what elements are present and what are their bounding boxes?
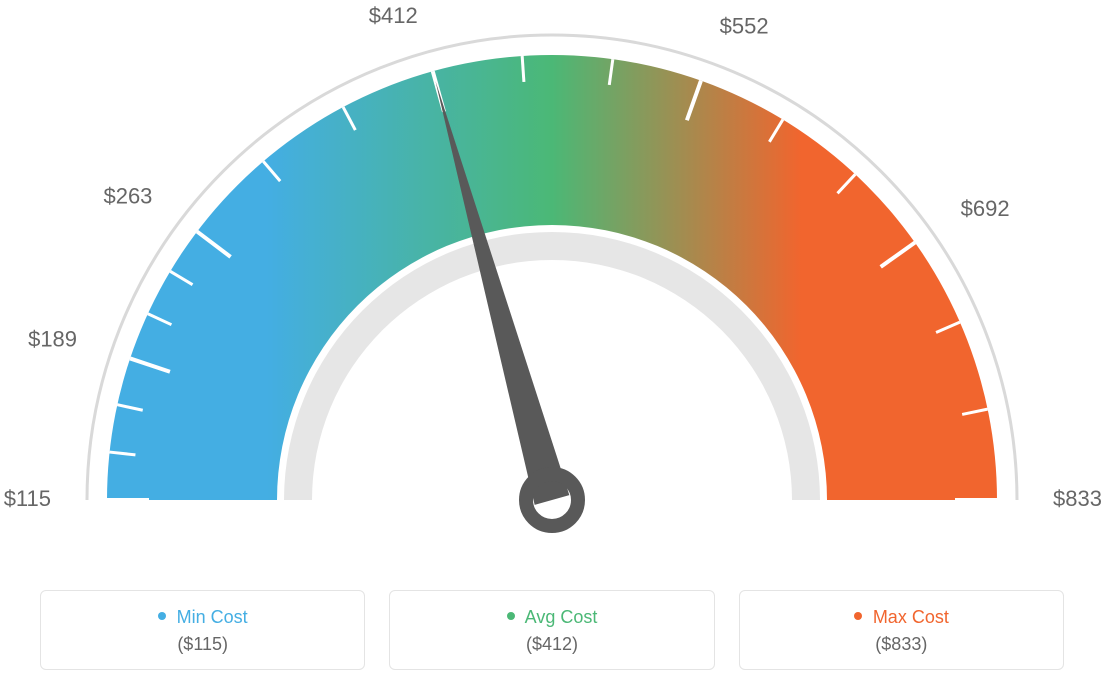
avg-dot-icon [507,612,515,620]
legend-avg-value: ($412) [390,634,713,655]
svg-text:$833: $833 [1053,486,1102,511]
legend-card-min: Min Cost ($115) [40,590,365,670]
legend-card-max: Max Cost ($833) [739,590,1064,670]
min-dot-icon [158,612,166,620]
legend-avg-label: Avg Cost [525,607,598,627]
legend-card-avg: Avg Cost ($412) [389,590,714,670]
legend-row: Min Cost ($115) Avg Cost ($412) Max Cost… [40,590,1064,670]
svg-text:$412: $412 [369,3,418,28]
legend-min-label: Min Cost [177,607,248,627]
max-dot-icon [854,612,862,620]
svg-text:$189: $189 [28,326,77,351]
svg-text:$552: $552 [720,14,769,39]
legend-max-value: ($833) [740,634,1063,655]
cost-gauge: $115 $189 $263 $412 $552 $692 $833 [0,0,1104,560]
legend-max-label: Max Cost [873,607,949,627]
legend-min-value: ($115) [41,634,364,655]
svg-text:$115: $115 [4,486,51,511]
svg-text:$692: $692 [961,196,1010,221]
svg-text:$263: $263 [103,184,152,209]
